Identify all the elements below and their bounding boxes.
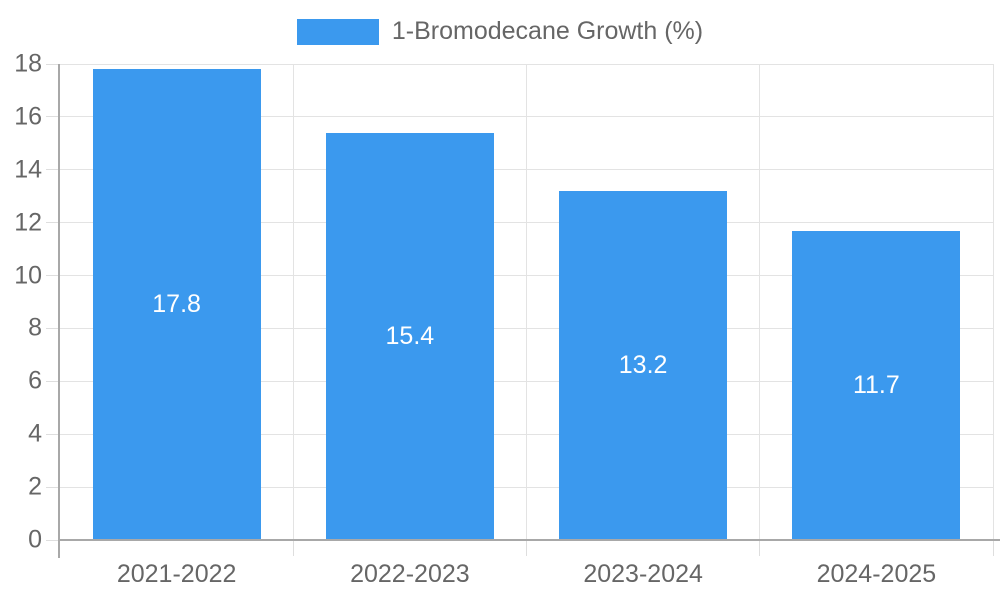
x-axis-line <box>58 539 1000 541</box>
gridline-vertical <box>526 64 527 540</box>
bar: 17.8 <box>92 69 261 540</box>
gridline-vertical <box>992 64 994 540</box>
y-axis-tick-label: 12 <box>14 208 42 237</box>
bar-value-label: 15.4 <box>385 321 435 350</box>
y-axis-tick-label: 8 <box>28 313 42 342</box>
x-axis-tick <box>992 540 994 556</box>
bar: 11.7 <box>792 230 961 540</box>
y-axis-labels: 0 2 4 6 8 10 12 14 16 18 <box>0 50 42 554</box>
y-axis-tick <box>46 327 60 329</box>
bar: 15.4 <box>325 132 494 540</box>
x-axis-labels: 2021-2022 2022-2023 2023-2024 2024-2025 <box>60 560 993 592</box>
bar-value-label: 11.7 <box>852 370 900 399</box>
y-axis-tick <box>46 275 60 277</box>
x-axis-tick <box>526 540 527 556</box>
y-axis-tick-label: 2 <box>28 472 42 501</box>
x-axis-tick-label: 2021-2022 <box>116 560 237 588</box>
y-axis-tick-label: 14 <box>14 155 42 184</box>
y-axis-tick-label: 0 <box>28 525 42 554</box>
x-axis-tick <box>759 540 761 556</box>
y-axis-tick-label: 18 <box>14 49 42 78</box>
y-axis-tick <box>46 116 60 118</box>
y-axis-tick <box>46 169 60 171</box>
plot-area: 17.8 15.4 13.2 11.7 <box>46 63 1000 558</box>
y-axis-tick-label: 10 <box>14 261 42 290</box>
gridline-vertical <box>292 64 294 540</box>
y-axis-tick <box>46 380 60 382</box>
y-axis-tick <box>46 433 60 435</box>
gridline-vertical <box>759 64 761 540</box>
y-axis-tick-label: 16 <box>14 102 42 131</box>
legend-swatch <box>296 18 379 45</box>
x-axis-tick-label: 2023-2024 <box>583 560 703 588</box>
y-axis-tick <box>46 486 60 488</box>
chart-legend[interactable]: 1-Bromodecane Growth (%) <box>0 18 1000 45</box>
bar: 13.2 <box>559 190 728 540</box>
bar-value-label: 17.8 <box>152 290 201 319</box>
x-axis-tick <box>292 540 294 556</box>
x-axis-tick-label: 2022-2023 <box>350 560 470 588</box>
y-axis-tick <box>46 63 60 65</box>
y-axis-tick <box>46 222 60 224</box>
y-axis-tick <box>46 539 60 541</box>
x-axis-tick-label: 2024-2025 <box>816 560 937 588</box>
bar-value-label: 13.2 <box>618 350 668 379</box>
legend-label: 1-Bromodecane Growth (%) <box>391 17 704 45</box>
y-axis-line <box>58 64 60 558</box>
y-axis-tick-label: 4 <box>28 419 42 448</box>
y-axis-tick-label: 6 <box>28 366 42 395</box>
